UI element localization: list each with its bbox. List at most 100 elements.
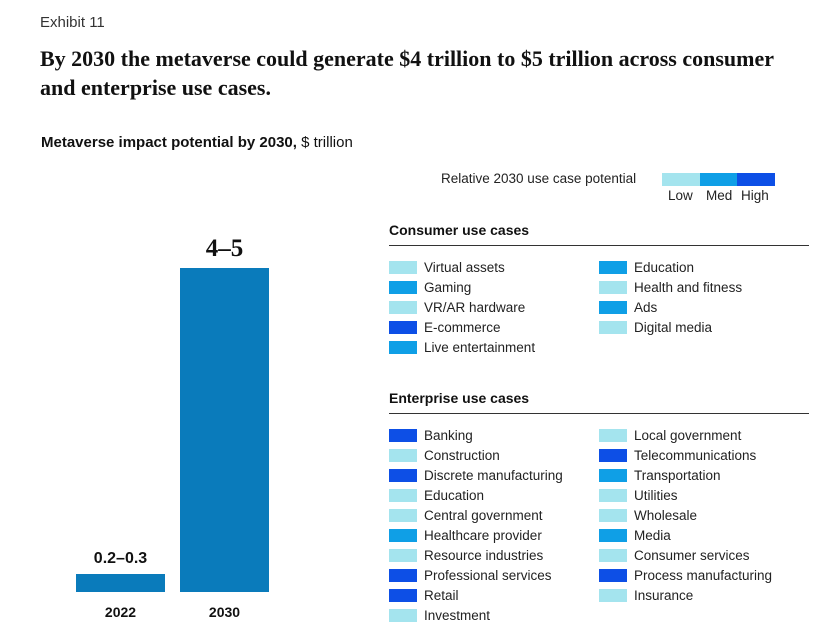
legend-scale [662,173,776,186]
use-case-label: Process manufacturing [634,567,773,583]
use-case-label: Healthcare provider [424,527,542,543]
potential-swatch [599,468,627,482]
use-case-item: Education [389,485,563,505]
use-case-item: Media [599,525,772,545]
potential-swatch [389,488,417,502]
potential-swatch [389,260,417,274]
use-case-label: Digital media [634,319,713,335]
legend-label-med: Med [706,188,733,203]
bar-value-label: 0.2–0.3 [94,550,147,567]
use-case-label: Wholesale [634,507,698,523]
use-case-item: Live entertainment [389,337,535,357]
enterprise-col-1: Banking Construction Discrete manufacturin… [389,425,563,625]
potential-swatch [389,428,417,442]
use-case-label: Insurance [634,587,694,603]
use-case-item: Transportation [599,465,772,485]
use-case-item: Local government [599,425,772,445]
use-case-item: Resource industries [389,545,563,565]
potential-swatch [389,320,417,334]
category-label: 2030 [209,604,240,620]
potential-swatch [599,528,627,542]
potential-swatch [389,280,417,294]
use-case-label: Resource industries [424,547,544,563]
potential-swatch [599,280,627,294]
consumer-section: Consumer use cases Virtual assets Gaming V… [389,222,809,355]
use-case-label: Media [634,527,671,543]
headline: By 2030 the metaverse could generate $4 … [40,46,774,100]
use-case-label: Construction [424,447,500,463]
potential-swatch [389,340,417,354]
use-case-label: Health and fitness [634,279,743,295]
use-case-label: Live entertainment [424,339,536,355]
consumer-title: Consumer use cases [389,222,809,246]
use-case-label: Retail [424,587,459,603]
enterprise-section: Enterprise use cases Banking Construction… [389,390,809,623]
category-label: 2022 [105,604,136,620]
use-case-item: Central government [389,505,563,525]
use-case-item: Telecommunications [599,445,772,465]
use-case-label: Discrete manufacturing [424,467,563,483]
potential-swatch [389,588,417,602]
legend-swatch-high [737,173,776,186]
subtitle-bold: Metaverse impact potential by 2030, [41,134,297,151]
use-case-label: Ads [634,299,658,315]
potential-swatch [389,300,417,314]
use-case-label: Professional services [424,567,552,583]
legend-label-low: Low [668,188,693,203]
use-case-item: Banking [389,425,563,445]
potential-swatch [599,488,627,502]
potential-swatch [599,428,627,442]
use-case-label: Education [424,487,485,503]
potential-swatch [599,320,627,334]
potential-swatch [389,608,417,622]
enterprise-title: Enterprise use cases [389,390,809,414]
use-case-label: Education [634,259,695,275]
bar-value-label: 4–5 [206,235,244,262]
use-case-item: Consumer services [599,545,772,565]
legend-title: Relative 2030 use case potential [441,171,637,186]
potential-swatch [389,468,417,482]
use-case-item: Retail [389,585,563,605]
use-case-label: Central government [424,507,543,523]
use-case-label: Investment [424,607,491,623]
potential-swatch [599,548,627,562]
use-case-item: Professional services [389,565,563,585]
use-case-item: Discrete manufacturing [389,465,563,485]
potential-swatch [389,448,417,462]
use-case-item: Investment [389,605,563,625]
consumer-col-1: Virtual assets Gaming VR/AR hardware E-comm… [389,257,535,357]
use-case-item: Virtual assets [389,257,535,277]
potential-swatch [389,528,417,542]
use-case-item: Construction [389,445,563,465]
use-case-label: Gaming [424,279,472,295]
use-case-item: Gaming [389,277,535,297]
legend-label-high: High [741,188,769,203]
use-case-label: Consumer services [634,547,750,563]
use-case-label: Telecommunications [634,447,757,463]
potential-swatch [599,260,627,274]
use-case-item: E-commerce [389,317,535,337]
use-case-item: Digital media [599,317,742,337]
potential-swatch [599,508,627,522]
use-case-item: Insurance [599,585,772,605]
potential-swatch [599,568,627,582]
subtitle-unit: $ trillion [301,134,353,151]
consumer-col-2: Education Health and fitness Ads Digital me… [599,257,742,337]
use-case-item: Ads [599,297,742,317]
use-case-item: Utilities [599,485,772,505]
use-case-item: VR/AR hardware [389,297,535,317]
potential-swatch [389,568,417,582]
use-case-label: Virtual assets [424,259,505,275]
bar-2030 [180,268,269,592]
bar-chart: 0.2–0.3 2022 4–5 2030 [76,235,269,620]
potential-swatch [599,300,627,314]
use-case-item: Healthcare provider [389,525,563,545]
use-case-label: Utilities [634,487,678,503]
enterprise-col-2: Local government Telecommunications Transp… [599,425,772,605]
bar-2022 [76,574,165,592]
use-case-label: VR/AR hardware [424,299,526,315]
exhibit-label: Exhibit 11 [40,14,105,31]
use-case-label: Local government [634,427,742,443]
potential-swatch [389,548,417,562]
use-case-item: Process manufacturing [599,565,772,585]
